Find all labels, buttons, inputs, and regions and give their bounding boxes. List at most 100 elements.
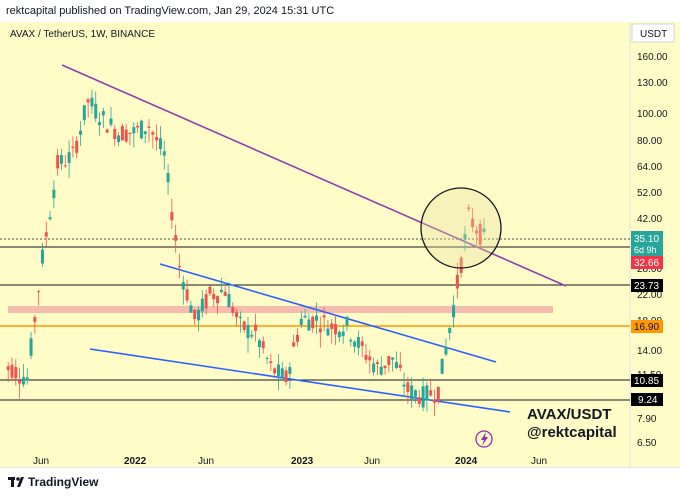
candle-body [482, 228, 486, 232]
time-scale[interactable]: Jun 2022 Jun 2023 Jun 2024 Jun [33, 456, 547, 467]
candle-body [246, 325, 250, 339]
candle-body [101, 111, 105, 116]
candle-body [98, 122, 102, 126]
time-label: Jun [33, 456, 49, 467]
candle-body [181, 282, 185, 290]
price-label: 22.00 [637, 290, 662, 301]
candle-body [353, 341, 357, 347]
candle-body [474, 230, 478, 234]
candle-body [295, 334, 299, 342]
price-label: 80.00 [637, 136, 662, 147]
candle-body [345, 316, 349, 326]
highlight-circle[interactable] [420, 187, 502, 269]
candle-body [204, 294, 208, 309]
candle-body [375, 362, 379, 365]
candle-body [315, 315, 319, 321]
candle-body [29, 338, 33, 356]
last-price-value: 35.10 [634, 234, 659, 245]
candle-body [303, 315, 307, 318]
candle-body [48, 217, 52, 220]
price-label: 7.90 [637, 414, 657, 425]
price-label: 52.00 [637, 188, 662, 199]
price-label: 14.00 [637, 346, 662, 357]
currency-label-box[interactable] [631, 23, 675, 43]
badge-2373: 23.73 [631, 279, 663, 292]
candle-body [147, 126, 151, 129]
candle-body [71, 146, 75, 149]
candle-body [33, 317, 37, 322]
level-1085-value: 10.85 [634, 376, 659, 387]
candle-body [448, 328, 452, 333]
descending-resistance-trendline[interactable] [61, 64, 567, 287]
candle-body [413, 390, 417, 397]
candle-body [117, 135, 121, 143]
candle-body [250, 334, 254, 337]
candle-body [459, 257, 463, 273]
candle-body [185, 289, 189, 301]
candle-body [410, 385, 414, 400]
candle-body [158, 138, 162, 149]
price-chart[interactable]: AVAX / TetherUS, 1W, BINANCE USDT 160.00… [0, 22, 680, 467]
candle-body [307, 319, 311, 331]
candle-body [59, 155, 63, 164]
tradingview-logo-icon[interactable] [8, 475, 24, 489]
candle-body [467, 207, 471, 209]
candle-body [463, 234, 467, 240]
price-label: 42.00 [637, 214, 662, 225]
chart-area[interactable]: AVAX / TetherUS, 1W, BINANCE USDT 160.00… [0, 22, 680, 467]
candle-body [21, 377, 25, 385]
lightning-icon[interactable] [475, 430, 493, 448]
candle-body [219, 289, 223, 293]
candle-body [155, 137, 159, 141]
candle-body [231, 307, 235, 313]
candle-body [326, 328, 330, 336]
candle-body [52, 189, 56, 199]
candle-body [406, 382, 410, 392]
badge-last-price: 35.10 6d 9h [631, 231, 663, 256]
price-label: 64.00 [637, 162, 662, 173]
candle-body [208, 286, 212, 294]
candle-body [417, 397, 421, 404]
countdown-value: 6d 9h [634, 245, 657, 255]
candle-body [280, 368, 284, 378]
candle-body [63, 165, 67, 167]
candle-body [223, 291, 227, 296]
candle-body [136, 125, 140, 128]
brand-name[interactable]: TradingView [28, 475, 99, 489]
candle-body [82, 105, 86, 120]
time-label: 2023 [291, 456, 314, 467]
candle-body [444, 346, 448, 355]
candle-body [177, 265, 181, 268]
candle-body [113, 128, 117, 139]
candle-body [200, 298, 204, 312]
candle-body [132, 127, 136, 134]
candle-body [284, 370, 288, 383]
candle-body [311, 316, 315, 329]
badge-924: 9.24 [631, 393, 663, 406]
candle-body [257, 340, 261, 348]
candle-body [273, 368, 277, 374]
candle-body [14, 367, 18, 379]
badge-1085: 10.85 [631, 374, 663, 387]
watermark-handle: @rektcapital [527, 424, 617, 441]
candle-body [128, 132, 132, 135]
candle-body [478, 224, 482, 245]
candle-body [440, 358, 444, 374]
wedge-lower-trendline[interactable] [89, 348, 511, 413]
candle-body [391, 357, 395, 360]
time-label: Jun [531, 456, 547, 467]
candlesticks[interactable] [6, 89, 486, 416]
candle-body [276, 364, 280, 377]
candle-body [288, 367, 292, 374]
candle-body [238, 316, 242, 319]
candle-body [162, 151, 166, 156]
candle-body [75, 140, 79, 153]
candle-body [44, 232, 48, 237]
candle-body [330, 323, 334, 329]
candle-body [174, 235, 178, 241]
candle-body [212, 294, 216, 300]
candle-body [337, 331, 341, 338]
candle-body [124, 129, 128, 142]
wedge-upper-trendline[interactable] [159, 263, 497, 363]
candle-body [254, 324, 258, 331]
